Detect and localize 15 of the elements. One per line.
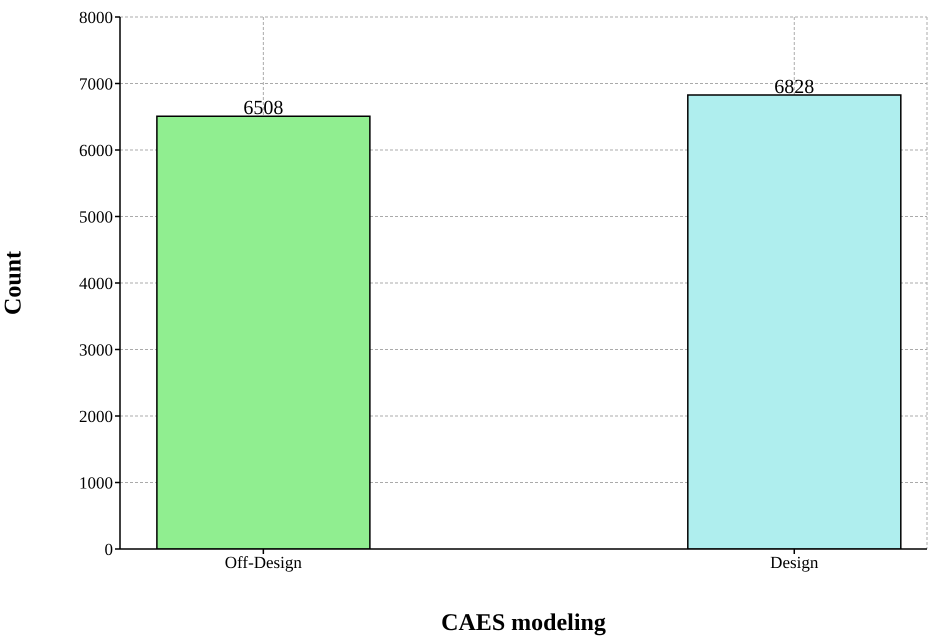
y-tick-label: 0 xyxy=(104,540,113,560)
data-label: 6508 xyxy=(243,97,284,120)
y-tick-label: 8000 xyxy=(79,8,113,28)
y-tick-label: 3000 xyxy=(79,340,113,360)
x-tick-label: Design xyxy=(770,553,819,572)
y-tick-label: 1000 xyxy=(79,474,113,493)
x-tick-label: Off-Design xyxy=(224,553,302,572)
y-tick-label: 4000 xyxy=(79,274,113,294)
y-tick-label: 6000 xyxy=(79,141,113,160)
y-tick-label: 5000 xyxy=(79,208,113,227)
data-label: 6828 xyxy=(774,76,814,98)
y-tick-label: 7000 xyxy=(79,74,113,94)
y-tick-label: 2000 xyxy=(79,407,113,426)
x-axis-title: CAES modeling xyxy=(441,610,606,636)
y-axis-title: Count xyxy=(0,250,27,316)
